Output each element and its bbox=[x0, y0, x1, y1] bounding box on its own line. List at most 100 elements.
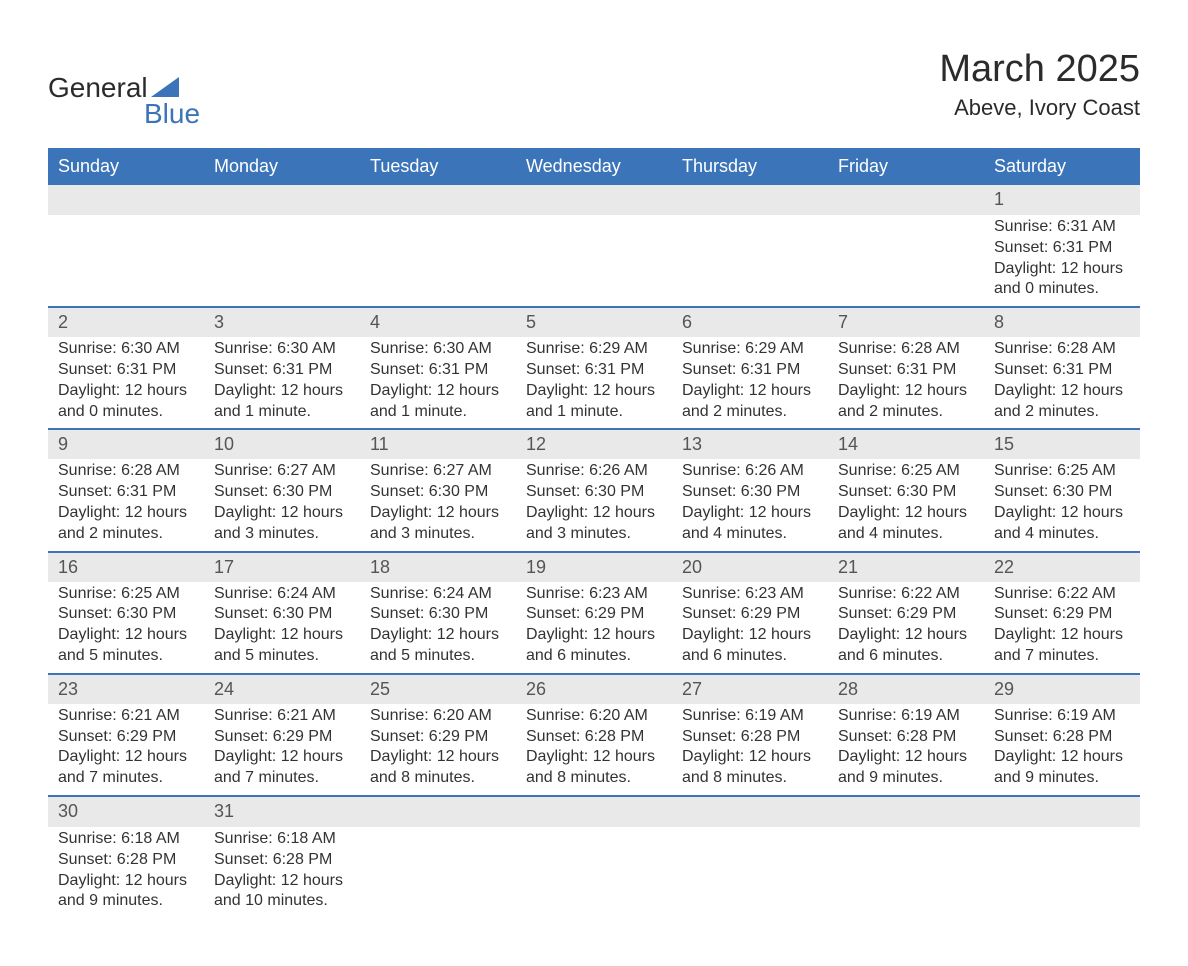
day-info-line: Sunrise: 6:20 AM bbox=[370, 706, 506, 727]
day-info-line: Sunrise: 6:25 AM bbox=[58, 584, 194, 605]
day-info-line: Sunset: 6:30 PM bbox=[994, 482, 1130, 503]
day-number bbox=[672, 797, 828, 827]
day-number: 9 bbox=[48, 430, 204, 459]
day-info: Sunrise: 6:30 AMSunset: 6:31 PMDaylight:… bbox=[204, 337, 360, 428]
day-info: Sunrise: 6:30 AMSunset: 6:31 PMDaylight:… bbox=[48, 337, 204, 428]
day-info: Sunrise: 6:21 AMSunset: 6:29 PMDaylight:… bbox=[48, 704, 204, 795]
calendar-row: 3031Sunrise: 6:18 AMSunset: 6:28 PMDayli… bbox=[48, 797, 1140, 918]
day-info-line: Daylight: 12 hours and 3 minutes. bbox=[370, 503, 506, 545]
day-info-line: Daylight: 12 hours and 5 minutes. bbox=[58, 625, 194, 667]
calendar-row: 9101112131415Sunrise: 6:28 AMSunset: 6:3… bbox=[48, 430, 1140, 552]
day-info: Sunrise: 6:29 AMSunset: 6:31 PMDaylight:… bbox=[672, 337, 828, 428]
day-number bbox=[48, 185, 204, 215]
day-info-line: Sunrise: 6:30 AM bbox=[370, 339, 506, 360]
header: General Blue March 2025 Abeve, Ivory Coa… bbox=[48, 48, 1140, 130]
day-number: 18 bbox=[360, 553, 516, 582]
day-number bbox=[828, 185, 984, 215]
day-number: 20 bbox=[672, 553, 828, 582]
day-info-line: Sunrise: 6:28 AM bbox=[58, 461, 194, 482]
day-info-line: Sunrise: 6:28 AM bbox=[994, 339, 1130, 360]
day-info-line: Daylight: 12 hours and 1 minute. bbox=[370, 381, 506, 423]
day-info-line: Sunrise: 6:24 AM bbox=[370, 584, 506, 605]
day-info-line: Sunrise: 6:22 AM bbox=[994, 584, 1130, 605]
day-info-line: Sunset: 6:31 PM bbox=[58, 360, 194, 381]
day-number: 15 bbox=[984, 430, 1140, 459]
day-info-line: Sunset: 6:28 PM bbox=[838, 727, 974, 748]
day-number bbox=[360, 797, 516, 827]
day-info: Sunrise: 6:30 AMSunset: 6:31 PMDaylight:… bbox=[360, 337, 516, 428]
day-info-line: Sunrise: 6:23 AM bbox=[526, 584, 662, 605]
day-number: 27 bbox=[672, 675, 828, 704]
day-number: 31 bbox=[204, 797, 360, 827]
day-info-line: Sunset: 6:29 PM bbox=[58, 727, 194, 748]
calendar-row: 23242526272829Sunrise: 6:21 AMSunset: 6:… bbox=[48, 675, 1140, 797]
day-info-line: Sunrise: 6:18 AM bbox=[214, 829, 350, 850]
day-info-line: Daylight: 12 hours and 7 minutes. bbox=[58, 747, 194, 789]
day-info-line: Sunrise: 6:21 AM bbox=[214, 706, 350, 727]
day-number: 12 bbox=[516, 430, 672, 459]
day-info-line: Sunrise: 6:18 AM bbox=[58, 829, 194, 850]
day-info: Sunrise: 6:28 AMSunset: 6:31 PMDaylight:… bbox=[828, 337, 984, 428]
day-info-line: Sunrise: 6:30 AM bbox=[214, 339, 350, 360]
day-info-line: Daylight: 12 hours and 6 minutes. bbox=[682, 625, 818, 667]
title-block: March 2025 Abeve, Ivory Coast bbox=[939, 48, 1140, 121]
day-number: 28 bbox=[828, 675, 984, 704]
day-info-line: Daylight: 12 hours and 9 minutes. bbox=[58, 871, 194, 913]
day-info-line: Daylight: 12 hours and 9 minutes. bbox=[838, 747, 974, 789]
day-info-line: Sunset: 6:30 PM bbox=[682, 482, 818, 503]
day-info-line: Sunset: 6:31 PM bbox=[526, 360, 662, 381]
day-info-line: Daylight: 12 hours and 0 minutes. bbox=[58, 381, 194, 423]
day-info-line: Daylight: 12 hours and 1 minute. bbox=[526, 381, 662, 423]
day-info-line: Daylight: 12 hours and 4 minutes. bbox=[838, 503, 974, 545]
day-info-line: Sunset: 6:31 PM bbox=[370, 360, 506, 381]
day-info: Sunrise: 6:19 AMSunset: 6:28 PMDaylight:… bbox=[672, 704, 828, 795]
day-info: Sunrise: 6:20 AMSunset: 6:28 PMDaylight:… bbox=[516, 704, 672, 795]
day-info-line: Sunset: 6:29 PM bbox=[526, 604, 662, 625]
day-number: 1 bbox=[984, 185, 1140, 215]
day-info-line: Sunrise: 6:19 AM bbox=[682, 706, 818, 727]
day-info: Sunrise: 6:25 AMSunset: 6:30 PMDaylight:… bbox=[828, 459, 984, 550]
day-number bbox=[672, 185, 828, 215]
day-info-line: Sunset: 6:31 PM bbox=[994, 238, 1130, 259]
day-number: 13 bbox=[672, 430, 828, 459]
day-number: 19 bbox=[516, 553, 672, 582]
day-number bbox=[828, 797, 984, 827]
weekday-wednesday: Wednesday bbox=[516, 148, 672, 185]
day-number: 6 bbox=[672, 308, 828, 337]
weekday-monday: Monday bbox=[204, 148, 360, 185]
day-info-line: Sunset: 6:30 PM bbox=[370, 604, 506, 625]
day-info-line: Sunrise: 6:23 AM bbox=[682, 584, 818, 605]
day-number: 24 bbox=[204, 675, 360, 704]
weekday-saturday: Saturday bbox=[984, 148, 1140, 185]
day-info-line: Sunrise: 6:27 AM bbox=[214, 461, 350, 482]
day-info-line: Sunrise: 6:26 AM bbox=[526, 461, 662, 482]
day-info: Sunrise: 6:29 AMSunset: 6:31 PMDaylight:… bbox=[516, 337, 672, 428]
day-info-line: Sunset: 6:28 PM bbox=[682, 727, 818, 748]
weekday-friday: Friday bbox=[828, 148, 984, 185]
day-info: Sunrise: 6:26 AMSunset: 6:30 PMDaylight:… bbox=[672, 459, 828, 550]
day-info-line: Daylight: 12 hours and 2 minutes. bbox=[838, 381, 974, 423]
day-info-line: Daylight: 12 hours and 7 minutes. bbox=[214, 747, 350, 789]
day-info: Sunrise: 6:23 AMSunset: 6:29 PMDaylight:… bbox=[672, 582, 828, 673]
day-info: Sunrise: 6:18 AMSunset: 6:28 PMDaylight:… bbox=[204, 827, 360, 918]
day-number: 29 bbox=[984, 675, 1140, 704]
day-info-line: Sunrise: 6:25 AM bbox=[838, 461, 974, 482]
day-info-line: Sunrise: 6:19 AM bbox=[994, 706, 1130, 727]
day-info-line: Sunset: 6:30 PM bbox=[526, 482, 662, 503]
day-info-line: Daylight: 12 hours and 7 minutes. bbox=[994, 625, 1130, 667]
day-info-line: Daylight: 12 hours and 6 minutes. bbox=[526, 625, 662, 667]
calendar-row: 1Sunrise: 6:31 AMSunset: 6:31 PMDaylight… bbox=[48, 185, 1140, 308]
day-info: Sunrise: 6:24 AMSunset: 6:30 PMDaylight:… bbox=[360, 582, 516, 673]
day-info bbox=[360, 827, 516, 918]
day-info: Sunrise: 6:28 AMSunset: 6:31 PMDaylight:… bbox=[984, 337, 1140, 428]
day-number: 7 bbox=[828, 308, 984, 337]
day-info bbox=[204, 215, 360, 306]
day-info: Sunrise: 6:18 AMSunset: 6:28 PMDaylight:… bbox=[48, 827, 204, 918]
day-info-line: Sunset: 6:28 PM bbox=[58, 850, 194, 871]
day-number: 5 bbox=[516, 308, 672, 337]
day-number bbox=[516, 185, 672, 215]
day-info-line: Sunset: 6:30 PM bbox=[838, 482, 974, 503]
day-info-line: Sunset: 6:29 PM bbox=[682, 604, 818, 625]
day-info-line: Sunrise: 6:26 AM bbox=[682, 461, 818, 482]
day-info: Sunrise: 6:24 AMSunset: 6:30 PMDaylight:… bbox=[204, 582, 360, 673]
